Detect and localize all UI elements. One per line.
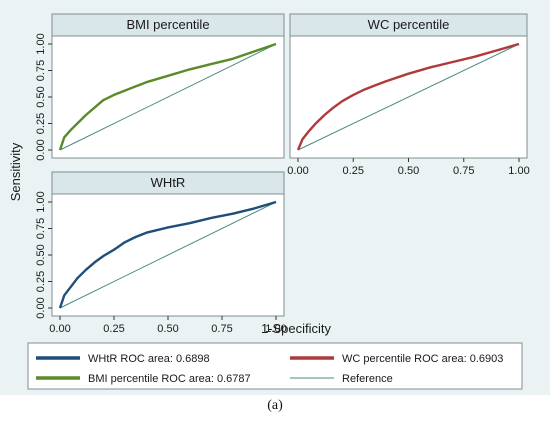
y-axis-title: Sensitivity	[8, 142, 23, 201]
y-tick-label: 0.25	[35, 113, 47, 134]
legend-label: BMI percentile ROC area: 0.6787	[88, 373, 251, 385]
legend: WHtR ROC area: 0.6898 WC percentile ROC a…	[27, 342, 523, 390]
x-axis-title: 1-Specificity	[261, 321, 332, 336]
panel-bmi-percentile: BMI percentile 0.00 0.25 0.50 0.75 1.00	[35, 13, 285, 161]
x-tick-label: 1.00	[265, 323, 286, 335]
reference-line	[59, 201, 277, 309]
panel-title: WHtR	[151, 175, 186, 190]
legend-label: WHtR ROC area: 0.6898	[88, 353, 210, 365]
y-tick-label: 0.00	[35, 139, 47, 160]
figure-caption: (a)	[267, 398, 283, 413]
roc-curve-wc-percentile	[296, 42, 520, 151]
roc-curve-whtr	[58, 200, 277, 309]
panel-title: WC percentile	[368, 17, 450, 32]
x-tick-label: 0.75	[211, 323, 232, 335]
panel-whtr: WHtR 0.00 0.25 0.50 0.75 1.00 0.00 0.25 0.50 0.75…	[35, 171, 287, 335]
x-tick-label: 0.25	[103, 323, 124, 335]
x-tick-label: 0.50	[398, 165, 419, 177]
x-tick-label: 0.00	[49, 323, 70, 335]
legend-box	[27, 342, 523, 390]
y-tick-label: 1.00	[35, 191, 47, 212]
y-tick-label: 0.00	[35, 297, 47, 318]
legend-entry: BMI percentile ROC area: 0.6787	[36, 373, 251, 385]
legend-entry: WHtR ROC area: 0.6898	[36, 353, 210, 365]
y-tick-label: 0.50	[35, 244, 47, 265]
x-tick-label: 0.25	[343, 165, 364, 177]
panel-wc-percentile: WC percentile 0.00 0.25 0.50 0.75 1.00	[287, 13, 530, 177]
legend-label: WC percentile ROC area: 0.6903	[342, 353, 503, 365]
y-tick-label: 0.75	[35, 60, 47, 81]
x-tick-label: 0.00	[287, 165, 308, 177]
x-tick-label: 1.00	[508, 165, 529, 177]
panel-title: BMI percentile	[126, 17, 209, 32]
plot-area	[51, 193, 285, 317]
legend-entry: WC percentile ROC area: 0.6903	[290, 353, 503, 365]
reference-line	[297, 43, 520, 151]
roc-curve-bmi-percentile	[58, 42, 277, 151]
y-tick-label: 0.75	[35, 218, 47, 239]
y-tick-label: 1.00	[35, 33, 47, 54]
y-tick-label: 0.25	[35, 271, 47, 292]
x-tick-label: 0.50	[157, 323, 178, 335]
y-tick-label: 0.50	[35, 86, 47, 107]
legend-label: Reference	[342, 373, 393, 385]
legend-entry: Reference	[290, 373, 393, 385]
reference-line	[59, 43, 277, 151]
x-tick-label: 0.75	[453, 165, 474, 177]
